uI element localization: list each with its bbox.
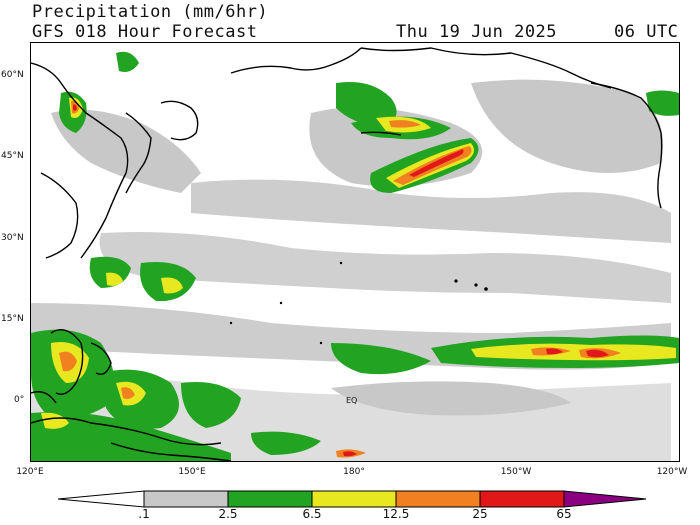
- colorbar-segment-5: [479, 490, 565, 508]
- lon-label-180: 180°: [343, 467, 365, 477]
- precip-colorbar: [58, 490, 647, 508]
- colorbar-segment-1: [143, 490, 229, 508]
- lat-label-60n: 60°N: [1, 70, 24, 80]
- colorbar-label-5: 65: [556, 507, 572, 521]
- lat-label-eq: 0°: [14, 395, 25, 405]
- forecast-date: Thu 19 Jun 2025: [396, 22, 558, 42]
- colorbar-segment-3: [311, 490, 397, 508]
- colorbar-segment-6: [563, 490, 647, 508]
- lon-label-120w: 120°W: [656, 467, 688, 477]
- very-heavy-precip-areas: [73, 104, 609, 457]
- colorbar-segment-0: [58, 490, 145, 508]
- lat-label-30n: 30°N: [1, 233, 24, 243]
- colorbar-label-4: 25: [472, 507, 488, 521]
- lat-label-45n: 45°N: [1, 151, 24, 161]
- colorbar-segment-2: [227, 490, 313, 508]
- colorbar-label-0: .1: [138, 507, 150, 521]
- coastlines: [31, 47, 663, 461]
- lon-label-120e: 120°E: [16, 467, 44, 477]
- lat-label-15n: 15°N: [1, 314, 24, 324]
- equator-label: EQ: [346, 396, 358, 405]
- island-markers: [229, 261, 488, 345]
- forecast-label: GFS 018 Hour Forecast: [32, 22, 258, 42]
- map-canvas: [31, 47, 679, 461]
- lon-label-150w: 150°W: [500, 467, 532, 477]
- lon-label-150e: 150°E: [178, 467, 206, 477]
- precipitation-map: [30, 42, 680, 462]
- colorbar-label-2: 6.5: [302, 507, 322, 521]
- colorbar-label-1: 2.5: [218, 507, 238, 521]
- forecast-time: 06 UTC: [614, 22, 679, 42]
- map-title: Precipitation (mm/6hr): [32, 2, 269, 22]
- colorbar-label-3: 12.5: [382, 507, 410, 521]
- colorbar-segment-4: [395, 490, 481, 508]
